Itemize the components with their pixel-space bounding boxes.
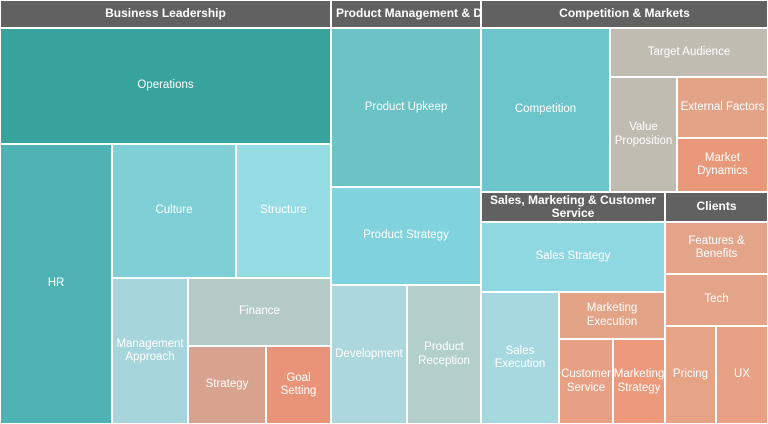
treemap-cell-hr[interactable]: HR bbox=[0, 144, 112, 424]
cell-label: Marketing Strategy bbox=[613, 368, 665, 394]
cell-label: Finance bbox=[239, 305, 280, 318]
cell-label: Product Reception bbox=[418, 341, 470, 367]
treemap-cell-culture[interactable]: Culture bbox=[112, 144, 236, 278]
treemap-cell-operations[interactable]: Operations bbox=[0, 28, 331, 144]
group-header-clients: Clients bbox=[665, 192, 768, 222]
cell-label: Culture bbox=[155, 204, 193, 217]
cell-label: Goal Setting bbox=[280, 371, 317, 397]
treemap-cell-strategy[interactable]: Strategy bbox=[188, 346, 266, 424]
cell-label: Product Strategy bbox=[363, 229, 449, 242]
treemap-cell-features-and-benefits[interactable]: Features & Benefits bbox=[665, 222, 768, 274]
treemap-cell-finance[interactable]: Finance bbox=[188, 278, 331, 346]
cell-label: Management Approach bbox=[116, 337, 184, 363]
cell-label: Development bbox=[335, 347, 403, 360]
group-header-competition-and-markets: Competition & Markets bbox=[481, 0, 768, 28]
cell-label: Strategy bbox=[205, 378, 249, 391]
cell-label: Tech bbox=[704, 293, 729, 306]
cell-label: Sales Strategy bbox=[535, 250, 611, 263]
cell-label: Pricing bbox=[672, 368, 709, 381]
cell-label: Customer Service bbox=[561, 368, 611, 394]
treemap-cell-product-reception[interactable]: Product Reception bbox=[407, 285, 481, 424]
cell-label: Operations bbox=[137, 79, 194, 92]
cell-label: Sales Execution bbox=[494, 344, 546, 370]
treemap-cell-marketing-strategy[interactable]: Marketing Strategy bbox=[613, 339, 665, 424]
treemap-cell-tech[interactable]: Tech bbox=[665, 274, 768, 326]
treemap-cell-target-audience[interactable]: Target Audience bbox=[610, 28, 768, 77]
treemap-cell-structure[interactable]: Structure bbox=[236, 144, 331, 278]
cell-label: Market Dynamics bbox=[697, 151, 748, 177]
cell-label: Features & Benefits bbox=[688, 234, 745, 260]
treemap-cell-goal-setting[interactable]: Goal Setting bbox=[266, 346, 331, 424]
group-header-business-leadership: Business Leadership bbox=[0, 0, 331, 28]
cell-label: UX bbox=[734, 368, 750, 381]
treemap-cell-development[interactable]: Development bbox=[331, 285, 407, 424]
treemap-cell-marketing-execution[interactable]: Marketing Execution bbox=[559, 292, 665, 339]
cell-label: Target Audience bbox=[647, 45, 731, 58]
treemap-cell-sales-execution[interactable]: Sales Execution bbox=[481, 292, 559, 424]
cell-label: Marketing Execution bbox=[586, 302, 638, 328]
cell-label: External Factors bbox=[680, 100, 765, 113]
treemap-cell-product-strategy[interactable]: Product Strategy bbox=[331, 187, 481, 285]
treemap-cell-value-proposition[interactable]: Value Proposition bbox=[610, 77, 677, 192]
treemap-cell-pricing[interactable]: Pricing bbox=[665, 326, 716, 424]
treemap-cell-market-dynamics[interactable]: Market Dynamics bbox=[677, 138, 768, 192]
group-header-product-management-and-dev: Product Management & Dev bbox=[331, 0, 481, 28]
cell-label: HR bbox=[47, 277, 65, 290]
treemap-cell-product-upkeep[interactable]: Product Upkeep bbox=[331, 28, 481, 187]
treemap-cell-management-approach[interactable]: Management Approach bbox=[112, 278, 188, 424]
treemap-cell-sales-strategy[interactable]: Sales Strategy bbox=[481, 222, 665, 292]
cell-label: Competition bbox=[514, 103, 577, 116]
group-header-sales-marketing-and-customer-service: Sales, Marketing & Customer Service bbox=[481, 192, 665, 222]
treemap-cell-competition[interactable]: Competition bbox=[481, 28, 610, 192]
treemap-cell-external-factors[interactable]: External Factors bbox=[677, 77, 768, 138]
cell-label: Value Proposition bbox=[614, 121, 673, 147]
cell-label: Product Upkeep bbox=[364, 100, 448, 113]
cell-label: Structure bbox=[260, 204, 307, 217]
treemap-cell-ux[interactable]: UX bbox=[716, 326, 768, 424]
treemap-cell-customer-service[interactable]: Customer Service bbox=[559, 339, 613, 424]
